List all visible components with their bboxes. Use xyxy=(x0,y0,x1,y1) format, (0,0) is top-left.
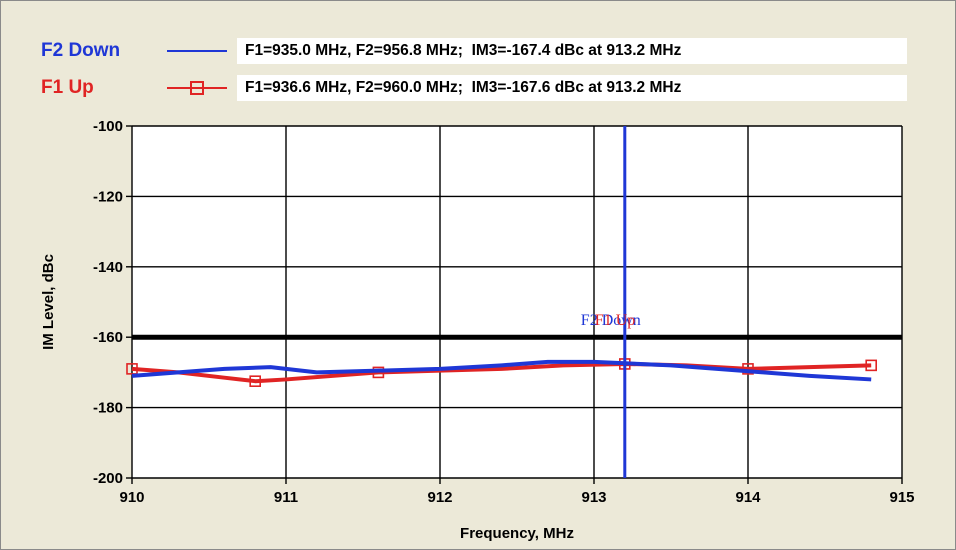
series-marker-f1-up xyxy=(249,375,261,388)
series-marker-f1-up xyxy=(865,359,878,372)
y-tick-label: -100 xyxy=(93,118,123,135)
legend-entry-f1-up: F1 Up F1=936.6 MHz, F2=960.0 MHz; IM3=-1… xyxy=(41,74,907,102)
legend-name-f2-down: F2 Down xyxy=(41,40,121,61)
x-tick-label: 914 xyxy=(735,489,761,506)
plot-background xyxy=(132,126,902,478)
legend-name-f1-up: F1 Up xyxy=(41,77,94,98)
x-tick-label: 910 xyxy=(119,489,144,506)
y-tick-label: -200 xyxy=(93,470,123,487)
y-tick-label: -160 xyxy=(93,329,123,346)
legend-entry-f2-down: F2 Down F1=935.0 MHz, F2=956.8 MHz; IM3=… xyxy=(41,37,907,65)
legend-text-f2-down: F1=935.0 MHz, F2=956.8 MHz; IM3=-167.4 d… xyxy=(237,38,907,64)
series-line-f2-down xyxy=(131,359,872,382)
x-axis-title: Frequency, MHz xyxy=(460,525,574,542)
y-axis-title: IM Level, dBc xyxy=(40,254,57,350)
y-tick-label: -180 xyxy=(93,400,123,417)
y-tick-label: -120 xyxy=(93,188,123,205)
series-layer xyxy=(126,358,878,388)
legend-swatch-f2-down xyxy=(167,50,227,52)
legend-text-f1-up: F1=936.6 MHz, F2=960.0 MHz; IM3=-167.6 d… xyxy=(237,75,907,101)
series-marker-f1-up xyxy=(126,363,138,375)
y-tick-label: -140 xyxy=(93,259,123,276)
marker-label-f1-up: F1 Up xyxy=(595,312,635,329)
x-tick-label: 911 xyxy=(274,489,298,506)
tick-labels: 910 911 912 913 914 915 -100 -120 -140 -160 -180 -2… xyxy=(93,118,915,506)
legend-swatch-f1-up xyxy=(167,81,227,95)
x-tick-label: 912 xyxy=(427,489,452,506)
marker-label-f2-down: F2 Down xyxy=(581,312,641,329)
x-tick-label: 913 xyxy=(581,489,606,506)
x-tick-label: 915 xyxy=(889,489,914,506)
